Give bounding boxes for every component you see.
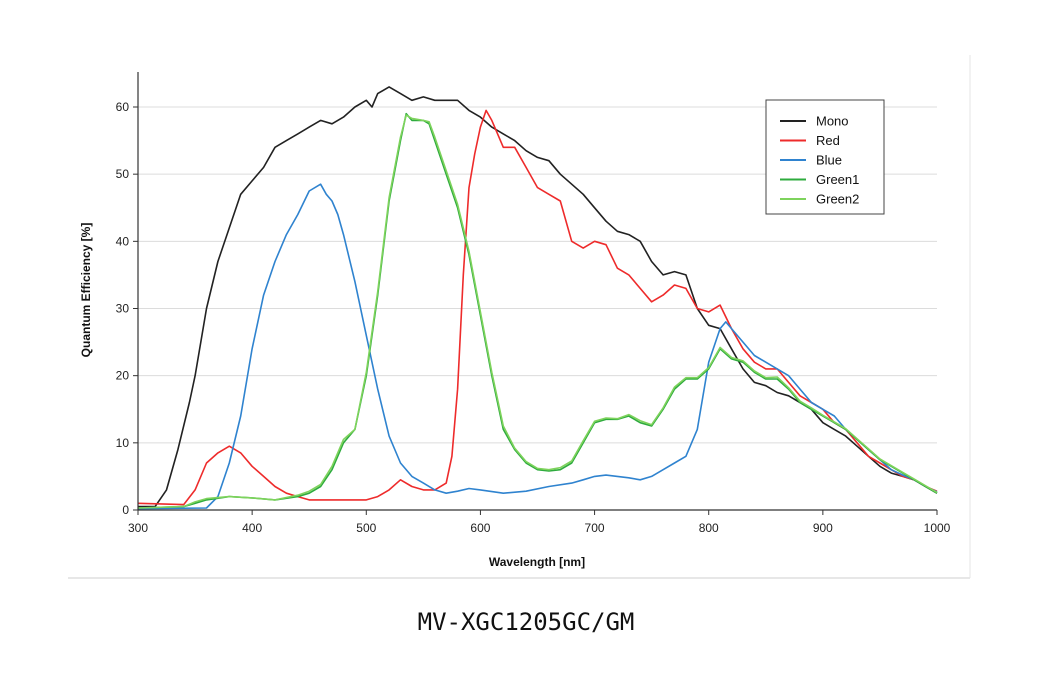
series-line-blue: [137, 183, 938, 510]
x-tick-label: 300: [128, 521, 148, 535]
x-axis-title: Wavelength [nm]: [489, 555, 585, 569]
legend-label-blue: Blue: [816, 153, 842, 168]
model-caption: MV-XGC1205GC/GM: [417, 608, 635, 636]
x-tick-label: 400: [242, 521, 262, 535]
legend-label-green2: Green2: [816, 192, 859, 207]
series-line-green1: [137, 112, 938, 509]
series-line-green2: [137, 114, 938, 509]
series-line-red: [137, 109, 938, 506]
legend-label-green1: Green1: [816, 172, 859, 187]
x-tick-label: 1000: [924, 521, 951, 535]
x-tick-label: 500: [356, 521, 376, 535]
legend-label-mono: Mono: [816, 114, 849, 129]
x-tick-label: 900: [813, 521, 833, 535]
y-tick-label: 0: [122, 503, 129, 517]
series-layer: [137, 86, 938, 510]
y-tick-label: 50: [116, 167, 130, 181]
y-tick-label: 20: [116, 369, 130, 383]
x-tick-label: 800: [699, 521, 719, 535]
x-tick-label: 700: [585, 521, 605, 535]
y-tick-label: 30: [116, 302, 130, 316]
y-tick-label: 40: [116, 234, 130, 248]
legend: Mono Red Blue Green1 Green2: [765, 99, 885, 215]
grid-layer: [138, 106, 937, 444]
legend-box: [765, 99, 885, 215]
x-tick-label: 600: [470, 521, 490, 535]
y-tick-label: 60: [116, 100, 130, 114]
axes-layer: [137, 72, 937, 511]
legend-label-red: Red: [816, 133, 840, 148]
tick-layer: 300 400 500 600 700 800 900 1000 0 10 20 30 40 50 60: [116, 100, 951, 535]
legend-items: Mono Red Blue Green1 Green2: [780, 114, 859, 207]
y-tick-label: 10: [116, 436, 130, 450]
y-axis-title: Quantum Efficiency [%]: [79, 223, 93, 358]
